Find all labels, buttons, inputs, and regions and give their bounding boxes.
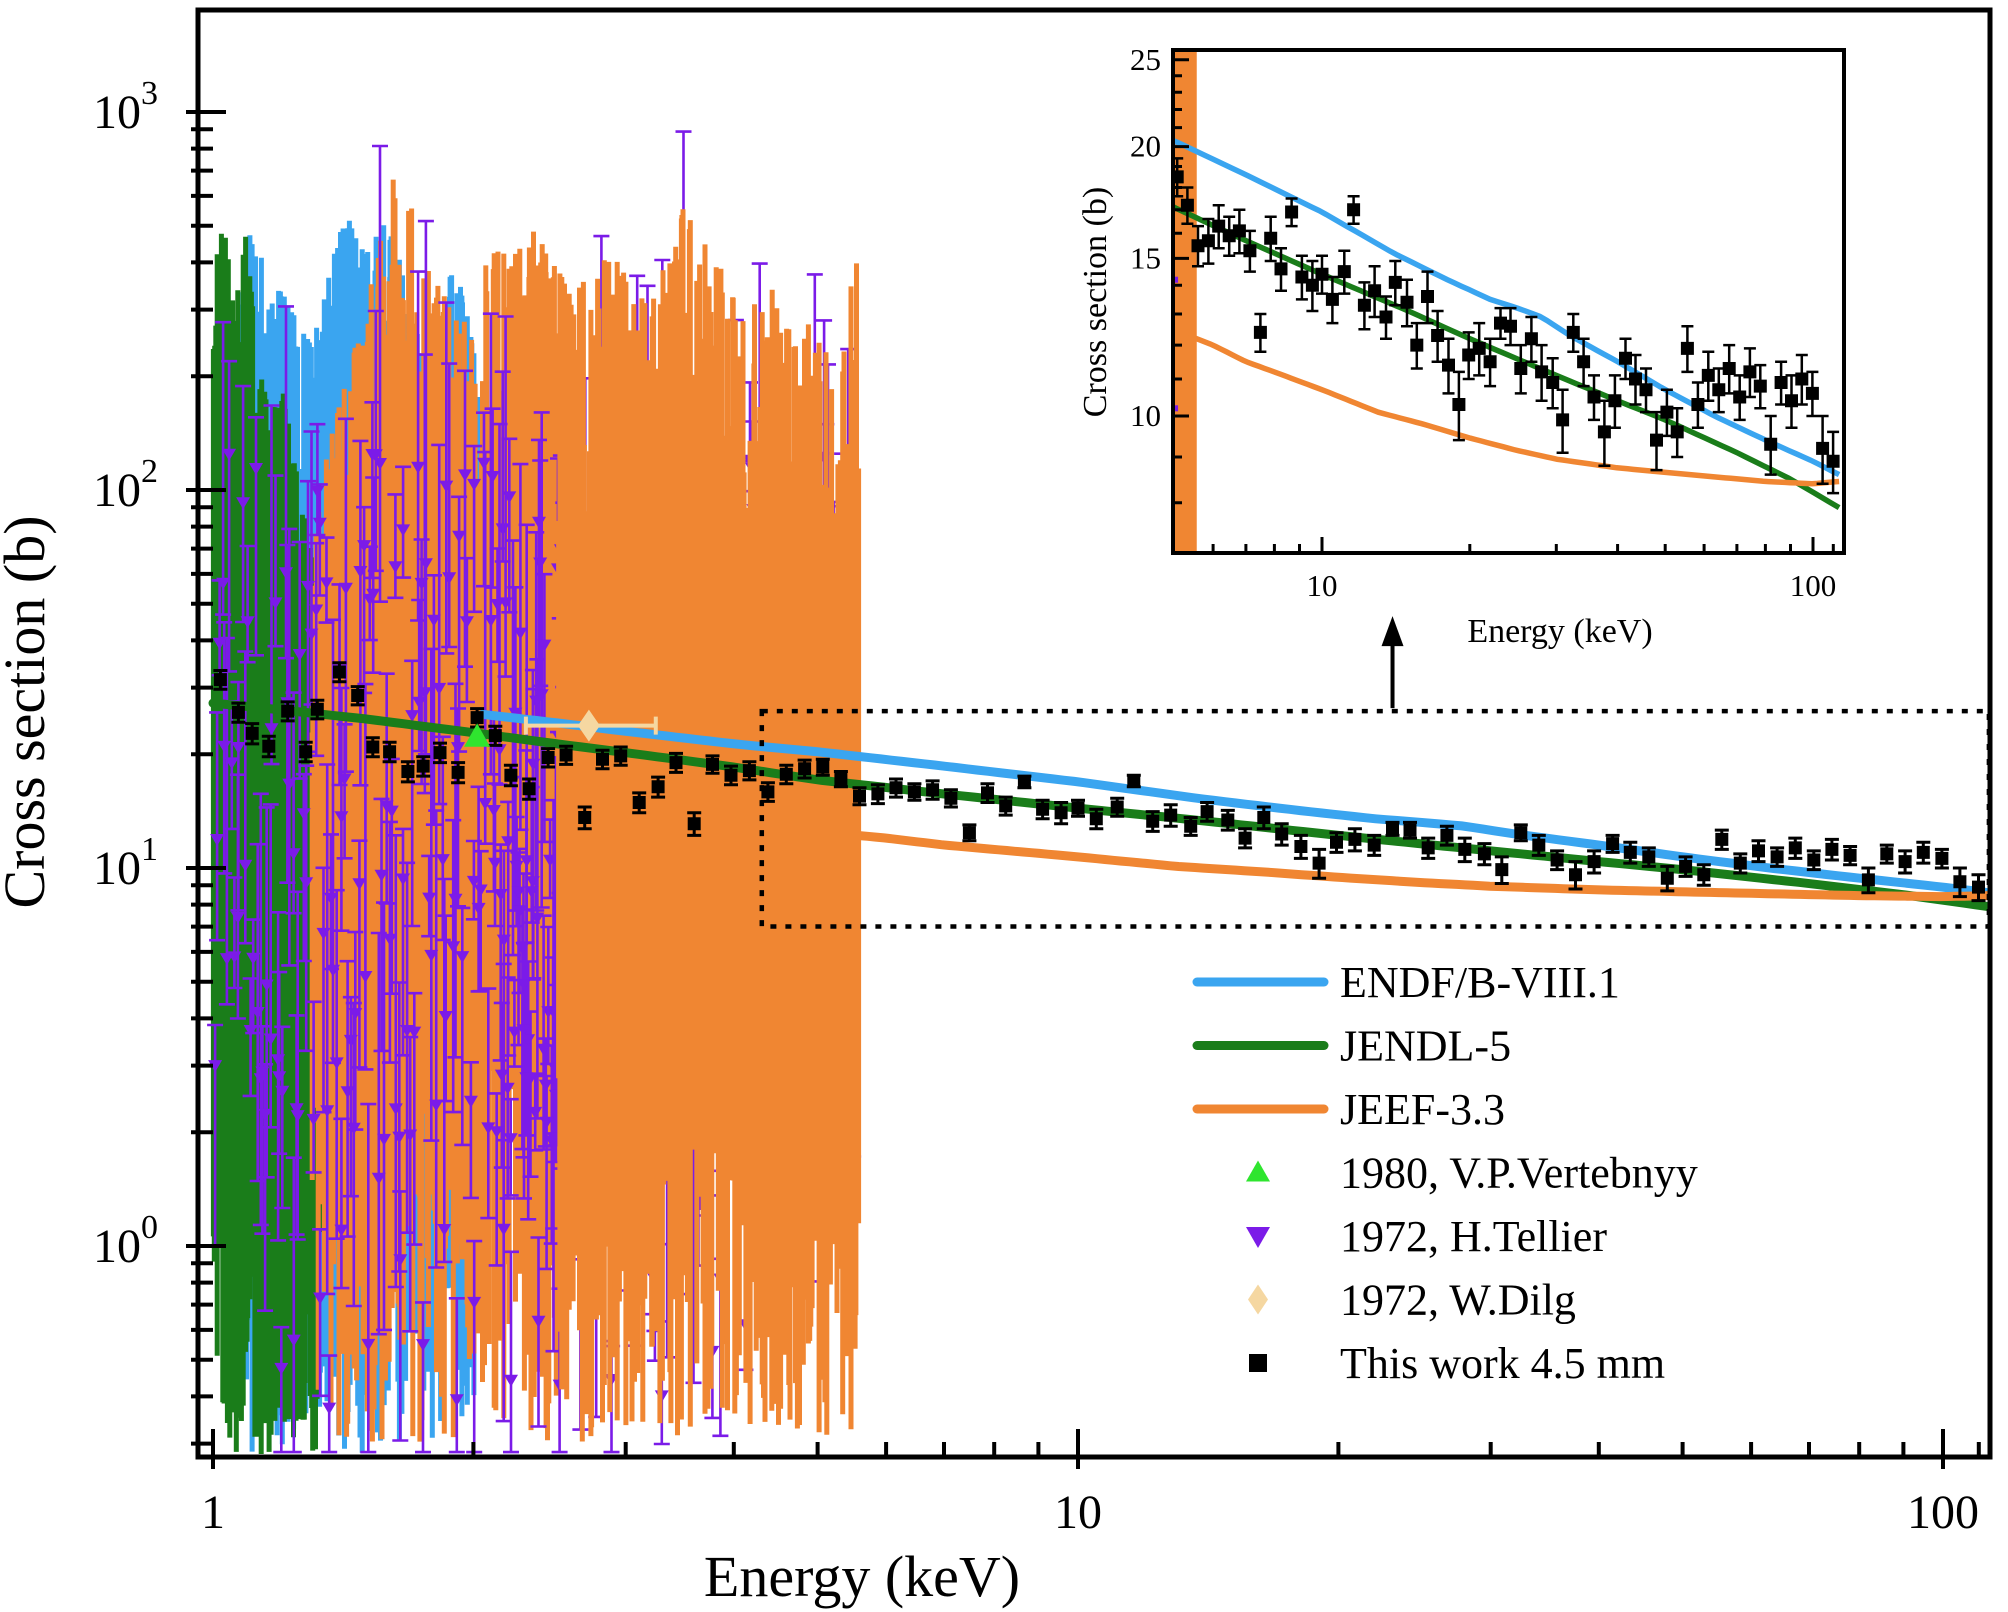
y-tick-label: 103 bbox=[93, 75, 158, 139]
dilg-marker bbox=[577, 709, 600, 742]
inset-content bbox=[1173, 50, 1841, 552]
inset-x-tick-label: 10 bbox=[1307, 568, 1338, 603]
main-content bbox=[207, 130, 1990, 1454]
inset-tellier-sliver bbox=[1173, 276, 1179, 283]
vertebnyy-marker bbox=[464, 723, 491, 747]
legend-item-1980-v-p-vertebnyy: 1980, V.P.Vertebnyy bbox=[1246, 1149, 1698, 1198]
inset-x-axis-title: Energy (keV) bbox=[1467, 613, 1652, 650]
legend-item-endf-b-viii-1: ENDF/B-VIII.1 bbox=[1192, 958, 1620, 1007]
arrow-head bbox=[1381, 616, 1404, 647]
legend-label: ENDF/B-VIII.1 bbox=[1340, 958, 1620, 1007]
inset-jeff-band bbox=[1173, 50, 1197, 552]
inset-jendl-line bbox=[1173, 203, 1841, 510]
main-ticks bbox=[186, 110, 1981, 1469]
legend-label: JENDL-5 bbox=[1340, 1022, 1511, 1071]
legend: ENDF/B-VIII.1 JENDL-5 JEEF-3.3 1980, V.P.Ve… bbox=[1192, 958, 1698, 1388]
legend-item-1972-w-dilg: 1972, W.Dilg bbox=[1248, 1276, 1576, 1325]
legend-triangle-up-swatch bbox=[1246, 1160, 1270, 1182]
inset-tick-labels: 10 100 10 15 20 25 bbox=[1130, 42, 1836, 603]
zoom-arrow bbox=[1381, 616, 1404, 709]
inset-y-tick-label: 25 bbox=[1130, 42, 1161, 77]
inset-frame bbox=[1171, 48, 1846, 555]
legend-label: This work 4.5 mm bbox=[1340, 1339, 1665, 1388]
legend-diamond-swatch bbox=[1248, 1284, 1268, 1315]
legend-square-swatch bbox=[1249, 1354, 1267, 1372]
x-tick-label: 100 bbox=[1907, 1486, 1979, 1539]
inset-y-tick-label: 20 bbox=[1130, 129, 1161, 164]
y-axis-title: Cross section (b) bbox=[0, 515, 57, 908]
inset-ticks bbox=[1173, 58, 1835, 553]
inset-axis-ticks bbox=[1173, 58, 1835, 553]
x-tick-label: 1 bbox=[201, 1486, 225, 1539]
inset-tellier-sliver bbox=[1173, 405, 1179, 412]
x-tick-label: 10 bbox=[1054, 1486, 1102, 1539]
inset-y-tick-label: 15 bbox=[1130, 240, 1161, 275]
zoom-region-rect bbox=[759, 708, 1992, 929]
main-plot: 1 10 100 100 101 102 103 Energy (keV) Cross se… bbox=[0, 7, 1993, 1609]
jeff-line bbox=[838, 829, 1990, 902]
zoom-region-box bbox=[759, 708, 1992, 929]
legend-label: 1972, W.Dilg bbox=[1340, 1276, 1576, 1325]
inset-x-tick-label: 100 bbox=[1790, 568, 1837, 603]
legend-label: 1972, H.Tellier bbox=[1340, 1212, 1607, 1261]
inset-y-tick-label: 10 bbox=[1130, 398, 1161, 433]
main-axis-ticks bbox=[186, 110, 1981, 1469]
main-tick-labels: 1 10 100 100 101 102 103 bbox=[93, 75, 1979, 1539]
legend-item-jeef-3-3: JEEF-3.3 bbox=[1192, 1085, 1505, 1134]
legend-triangle-down-swatch bbox=[1246, 1227, 1270, 1248]
inset-plot-border bbox=[1171, 48, 1846, 555]
inset-y-axis-title: Cross section (b) bbox=[1077, 187, 1114, 417]
y-tick-label: 102 bbox=[93, 453, 158, 517]
inset-background bbox=[1173, 50, 1844, 553]
y-tick-label: 101 bbox=[93, 831, 158, 895]
inset-plot: 10 100 10 15 20 25 Energy (keV) Cross section… bbox=[1077, 42, 1846, 650]
x-axis-title: Energy (keV) bbox=[704, 1544, 1020, 1609]
inset-jeff-line bbox=[1187, 332, 1840, 487]
legend-item-jendl-5: JENDL-5 bbox=[1192, 1022, 1511, 1071]
jeff-resonance-band-front bbox=[556, 209, 862, 1442]
legend-label: 1980, V.P.Vertebnyy bbox=[1340, 1149, 1698, 1198]
legend-item-1972-h-tellier: 1972, H.Tellier bbox=[1246, 1212, 1607, 1261]
y-tick-label: 100 bbox=[93, 1209, 158, 1273]
legend-label: JEEF-3.3 bbox=[1340, 1085, 1505, 1134]
inset-this-work-markers bbox=[1173, 170, 1840, 468]
legend-item-this-work-4-5-mm: This work 4.5 mm bbox=[1249, 1339, 1665, 1388]
